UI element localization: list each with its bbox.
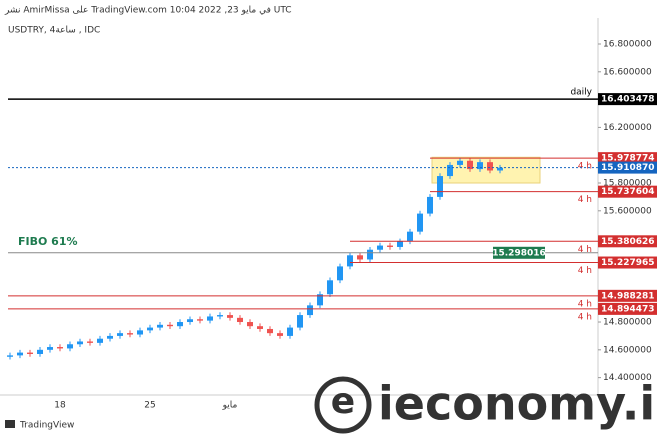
candle-body xyxy=(317,294,323,306)
price-label-box xyxy=(598,235,657,248)
candle-body xyxy=(157,324,163,328)
x-tick-label: 18 xyxy=(54,401,66,411)
candle-body xyxy=(417,213,423,232)
candle-body xyxy=(207,316,213,321)
candle-body xyxy=(37,349,43,354)
candle-body xyxy=(367,249,373,260)
candle-body xyxy=(57,347,63,349)
price-label: 14.894473 xyxy=(601,304,655,314)
price-label: 15.978774 xyxy=(601,154,655,164)
candle-body xyxy=(327,280,333,295)
candle-body xyxy=(147,327,153,331)
x-tick-label: 25 xyxy=(144,401,155,411)
price-label: 15.227965 xyxy=(601,258,655,268)
candle-body xyxy=(427,196,433,214)
y-tick-label: 14.800000 xyxy=(603,318,652,328)
level-tag: 4 h xyxy=(578,266,592,276)
candle-body xyxy=(197,319,203,321)
level-tag: 4 h xyxy=(578,195,592,205)
candle-body xyxy=(47,347,53,350)
price-label-box xyxy=(598,152,657,165)
price-label: 14.988281 xyxy=(601,291,655,301)
price-label-box xyxy=(598,93,657,106)
x-tick-label: مايو xyxy=(222,401,238,411)
candle-body xyxy=(257,326,263,329)
candle-body xyxy=(217,315,223,317)
price-label-box xyxy=(598,161,657,174)
candle-body xyxy=(437,176,443,197)
level-tag: daily xyxy=(570,88,592,98)
candle-body xyxy=(377,245,383,250)
candle-body xyxy=(187,319,193,323)
candle-body xyxy=(17,352,23,356)
price-label: 15.380626 xyxy=(601,237,655,247)
watermark-logo-ring xyxy=(314,376,372,434)
level-tag: 4 h xyxy=(578,245,592,255)
price-label-box xyxy=(598,256,657,269)
candle-body xyxy=(387,245,393,247)
fibo-name: FIBO 61% xyxy=(18,235,78,248)
price-label-box xyxy=(598,289,657,302)
fibo-label-box xyxy=(493,246,545,259)
candle-body xyxy=(227,315,233,318)
tv-logo xyxy=(5,420,15,428)
candle-body xyxy=(167,324,173,327)
branding: TradingView xyxy=(19,421,74,431)
watermark-logo: e xyxy=(331,381,355,422)
header: نشر AmirMissa على TradingView.com في ماي… xyxy=(4,6,292,16)
y-tick-label: 16.800000 xyxy=(603,39,652,49)
candle-body xyxy=(137,330,143,335)
candle-body xyxy=(287,327,293,336)
candle-body xyxy=(357,255,363,260)
y-tick-label: 16.600000 xyxy=(603,67,652,77)
candle-body xyxy=(7,355,13,357)
watermark: ieconomy.io xyxy=(378,377,657,431)
candle-body xyxy=(247,322,253,327)
candle-body xyxy=(457,160,463,165)
level-tag: 4 h xyxy=(578,312,592,322)
candle-body xyxy=(487,162,493,171)
candle-body xyxy=(117,333,123,336)
candle-body xyxy=(107,335,113,339)
candle-body xyxy=(477,162,483,170)
symbol: USDTRY, ساعة4 , IDC xyxy=(8,26,100,36)
y-tick-label: 15.800000 xyxy=(603,179,652,189)
candle-body xyxy=(87,341,93,343)
candle-body xyxy=(177,322,183,327)
price-label: 15.737604 xyxy=(601,187,655,197)
y-tick-label: 14.400000 xyxy=(603,373,652,383)
candle-body xyxy=(497,167,503,171)
y-tick-label: 16.200000 xyxy=(603,123,652,133)
fibo-label: 15.298016 xyxy=(492,248,546,258)
y-tick-label: 15.600000 xyxy=(603,206,652,216)
candle-body xyxy=(27,352,33,354)
candle-body xyxy=(77,341,83,345)
candle-body xyxy=(407,231,413,242)
candle-body xyxy=(67,344,73,349)
candle-body xyxy=(337,266,343,281)
candle-body xyxy=(467,160,473,170)
candle-body xyxy=(97,338,103,343)
level-tag: 4 h xyxy=(578,299,592,309)
candle-body xyxy=(297,315,303,328)
candle-body xyxy=(237,317,243,323)
level-tag: 4 h xyxy=(578,162,592,172)
candle-body xyxy=(347,255,353,267)
price-label: 16.403478 xyxy=(601,95,655,105)
price-label-box xyxy=(598,302,657,315)
candle-body xyxy=(127,333,133,335)
candle-body xyxy=(307,305,313,316)
price-label-box xyxy=(598,185,657,198)
candle-body xyxy=(277,333,283,336)
y-tick-label: 14.600000 xyxy=(603,345,652,355)
candle-body xyxy=(267,328,273,334)
candle-body xyxy=(397,241,403,247)
candle-body xyxy=(447,164,453,177)
price-label: 15.910870 xyxy=(601,163,655,173)
